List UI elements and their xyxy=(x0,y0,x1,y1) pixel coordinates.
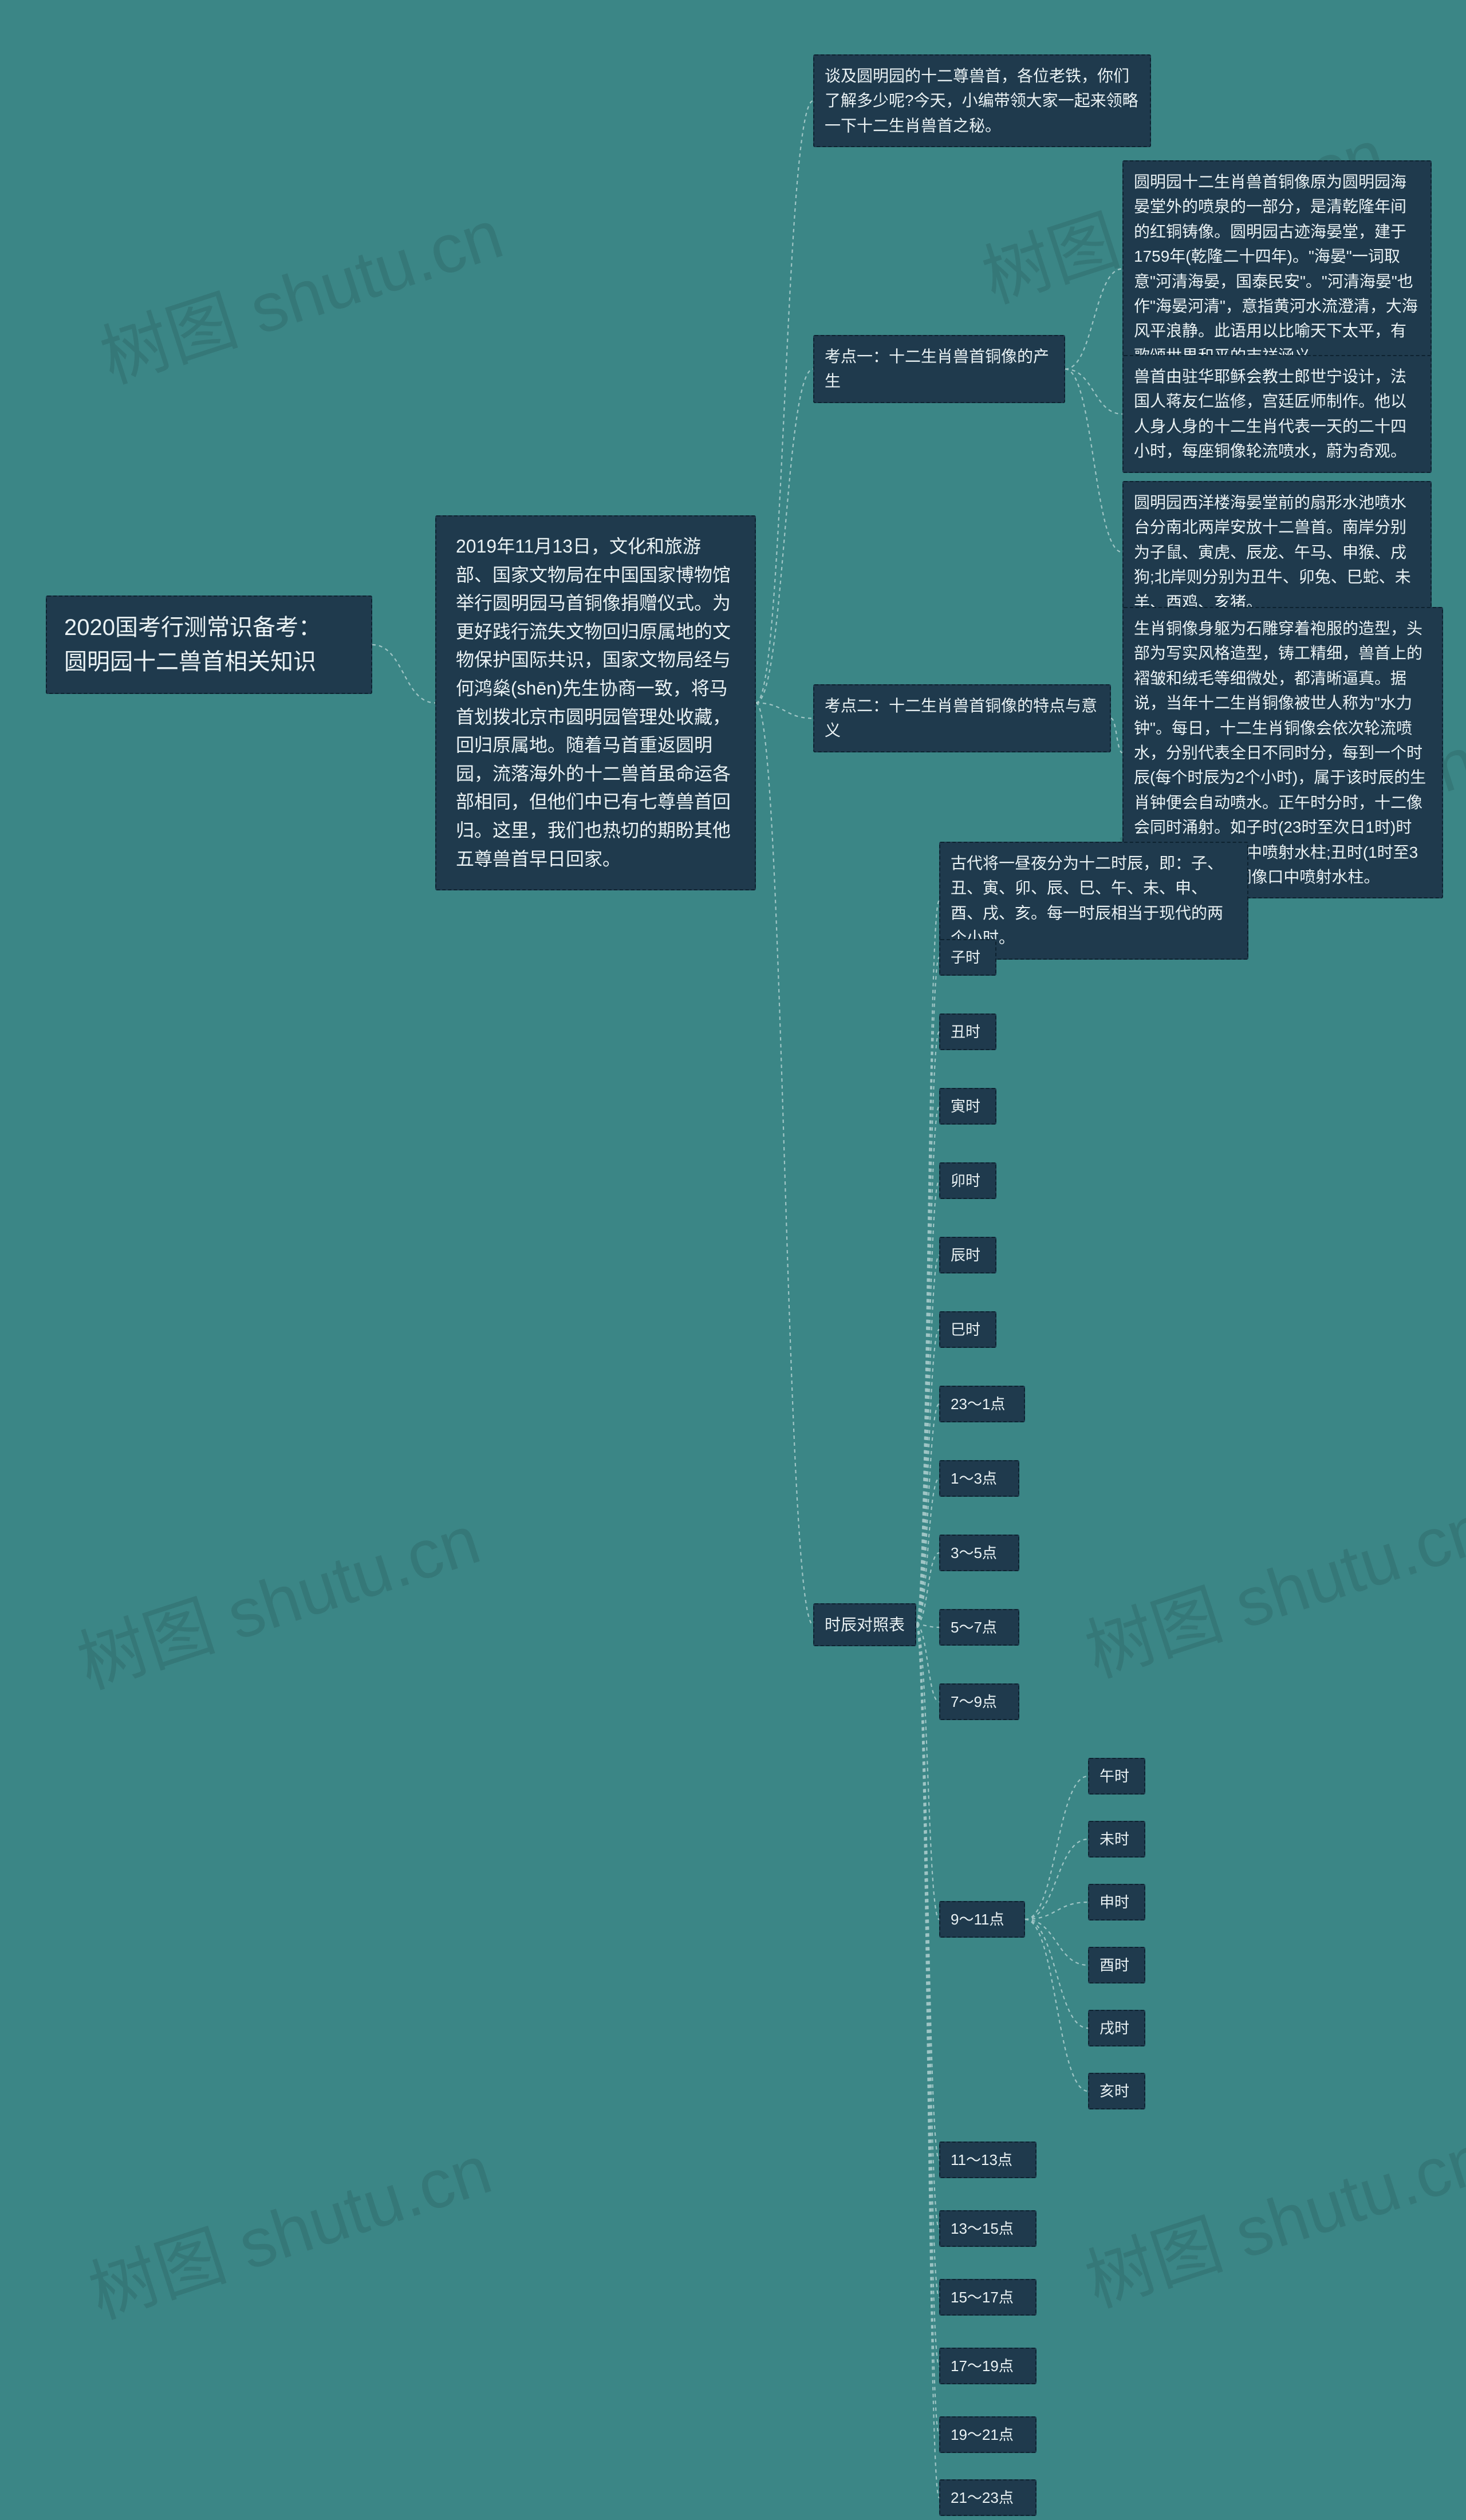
node-intro[interactable]: 2019年11月13日，文化和旅游部、国家文物局在中国国家博物馆举行圆明园马首铜… xyxy=(435,515,756,890)
node-h_mao[interactable]: 卯时 xyxy=(939,1162,996,1199)
edge-tt-t_9_11 xyxy=(916,1625,939,1920)
edge-tt-h_si xyxy=(916,1330,939,1625)
node-t_15_17[interactable]: 15～17点 xyxy=(939,2279,1037,2316)
edge-tt-h_zi xyxy=(916,957,939,1625)
node-kp2[interactable]: 考点二：十二生肖兽首铜像的特点与意义 xyxy=(813,684,1111,752)
node-t_5_7[interactable]: 5～7点 xyxy=(939,1609,1019,1646)
edge-kp2-kp2a xyxy=(1111,719,1122,753)
edge-tt-t_5_7 xyxy=(916,1625,939,1628)
node-t_19_21[interactable]: 19～21点 xyxy=(939,2416,1037,2453)
edge-intro-tt xyxy=(756,703,813,1625)
node-h_xu[interactable]: 戌时 xyxy=(1088,2010,1145,2046)
node-h_wei[interactable]: 未时 xyxy=(1088,1821,1145,1858)
node-kp1a[interactable]: 圆明园十二生肖兽首铜像原为圆明园海晏堂外的喷泉的一部分，是清乾隆年间的红铜铸像。… xyxy=(1122,160,1432,377)
edge-tt-h_chou xyxy=(916,1032,939,1625)
edge-kp1-kp1b xyxy=(1065,369,1122,415)
node-root[interactable]: 2020国考行测常识备考： 圆明园十二兽首相关知识 xyxy=(46,596,372,694)
node-kp1[interactable]: 考点一：十二生肖兽首铜像的产生 xyxy=(813,335,1065,403)
node-h_wu[interactable]: 午时 xyxy=(1088,1758,1145,1795)
edge-tt-tt_note xyxy=(916,901,939,1625)
node-kp1b[interactable]: 兽首由驻华耶稣会教士郎世宁设计，法国人蒋友仁监修，宫廷匠师制作。他以人身人身的十… xyxy=(1122,355,1432,473)
edge-t_9_11-h_hai xyxy=(1025,1919,1088,2091)
node-t_13_15[interactable]: 13～15点 xyxy=(939,2210,1037,2247)
edge-tt-t_11_13 xyxy=(916,1625,939,2160)
edge-kp1-kp1c xyxy=(1065,369,1122,553)
node-t_11_13[interactable]: 11～13点 xyxy=(939,2142,1037,2178)
watermark: 树图 shutu.cn xyxy=(1071,2103,1466,2326)
watermark: 树图 shutu.cn xyxy=(86,179,513,402)
edge-tt-t_13_15 xyxy=(916,1625,939,2229)
watermark: 树图 shutu.cn xyxy=(1071,1473,1466,1696)
node-t_1_3[interactable]: 1～3点 xyxy=(939,1460,1019,1497)
edge-tt-t_23_1 xyxy=(916,1404,939,1625)
edge-tt-t_7_9 xyxy=(916,1625,939,1702)
edge-intro-kp2 xyxy=(756,703,813,719)
node-t_17_19[interactable]: 17～19点 xyxy=(939,2348,1037,2384)
node-h_chou[interactable]: 丑时 xyxy=(939,1013,996,1050)
edge-root-intro xyxy=(372,645,435,703)
node-t_21_23[interactable]: 21～23点 xyxy=(939,2479,1037,2516)
watermark: 树图 shutu.cn xyxy=(75,2114,502,2337)
node-kp1c[interactable]: 圆明园西洋楼海晏堂前的扇形水池喷水台分南北两岸安放十二兽首。南岸分别为子鼠、寅虎… xyxy=(1122,481,1432,624)
edge-tt-t_21_23 xyxy=(916,1625,939,2498)
node-h_shen[interactable]: 申时 xyxy=(1088,1884,1145,1920)
mindmap-canvas: 树图 shutu.cn 树图 shutu.cn 树图 shutu.cn 树图 shut… xyxy=(0,0,1466,2520)
edge-intro-kp1 xyxy=(756,369,813,703)
node-t_9_11[interactable]: 9～11点 xyxy=(939,1901,1025,1938)
edge-t_9_11-h_you xyxy=(1025,1919,1088,1965)
edge-tt-h_chen xyxy=(916,1255,939,1625)
node-t_7_9[interactable]: 7～9点 xyxy=(939,1683,1019,1720)
edge-tt-h_yin xyxy=(916,1106,939,1625)
node-h_si[interactable]: 巳时 xyxy=(939,1311,996,1348)
edge-t_9_11-h_shen xyxy=(1025,1902,1088,1919)
node-h_chen[interactable]: 辰时 xyxy=(939,1237,996,1273)
node-h_zi[interactable]: 子时 xyxy=(939,939,996,976)
edge-intro-lead xyxy=(756,101,813,703)
edge-t_9_11-h_xu xyxy=(1025,1919,1088,2028)
node-t_23_1[interactable]: 23～1点 xyxy=(939,1386,1025,1422)
node-h_you[interactable]: 酉时 xyxy=(1088,1947,1145,1983)
edge-tt-t_15_17 xyxy=(916,1625,939,2298)
edge-kp1-kp1a xyxy=(1065,269,1122,369)
edge-tt-t_3_5 xyxy=(916,1553,939,1625)
node-tt[interactable]: 时辰对照表 xyxy=(813,1603,916,1646)
node-t_3_5[interactable]: 3～5点 xyxy=(939,1535,1019,1571)
edge-tt-t_17_19 xyxy=(916,1625,939,2367)
edge-tt-t_1_3 xyxy=(916,1478,939,1625)
watermark: 树图 shutu.cn xyxy=(64,1484,490,1707)
edge-t_9_11-h_wu xyxy=(1025,1776,1088,1919)
node-h_hai[interactable]: 亥时 xyxy=(1088,2073,1145,2109)
node-h_yin[interactable]: 寅时 xyxy=(939,1088,996,1125)
node-lead[interactable]: 谈及圆明园的十二尊兽首，各位老铁，你们了解多少呢?今天，小编带领大家一起来领略一… xyxy=(813,54,1151,147)
edge-tt-t_19_21 xyxy=(916,1625,939,2435)
edge-tt-h_mao xyxy=(916,1181,939,1625)
edge-t_9_11-h_wei xyxy=(1025,1839,1088,1919)
